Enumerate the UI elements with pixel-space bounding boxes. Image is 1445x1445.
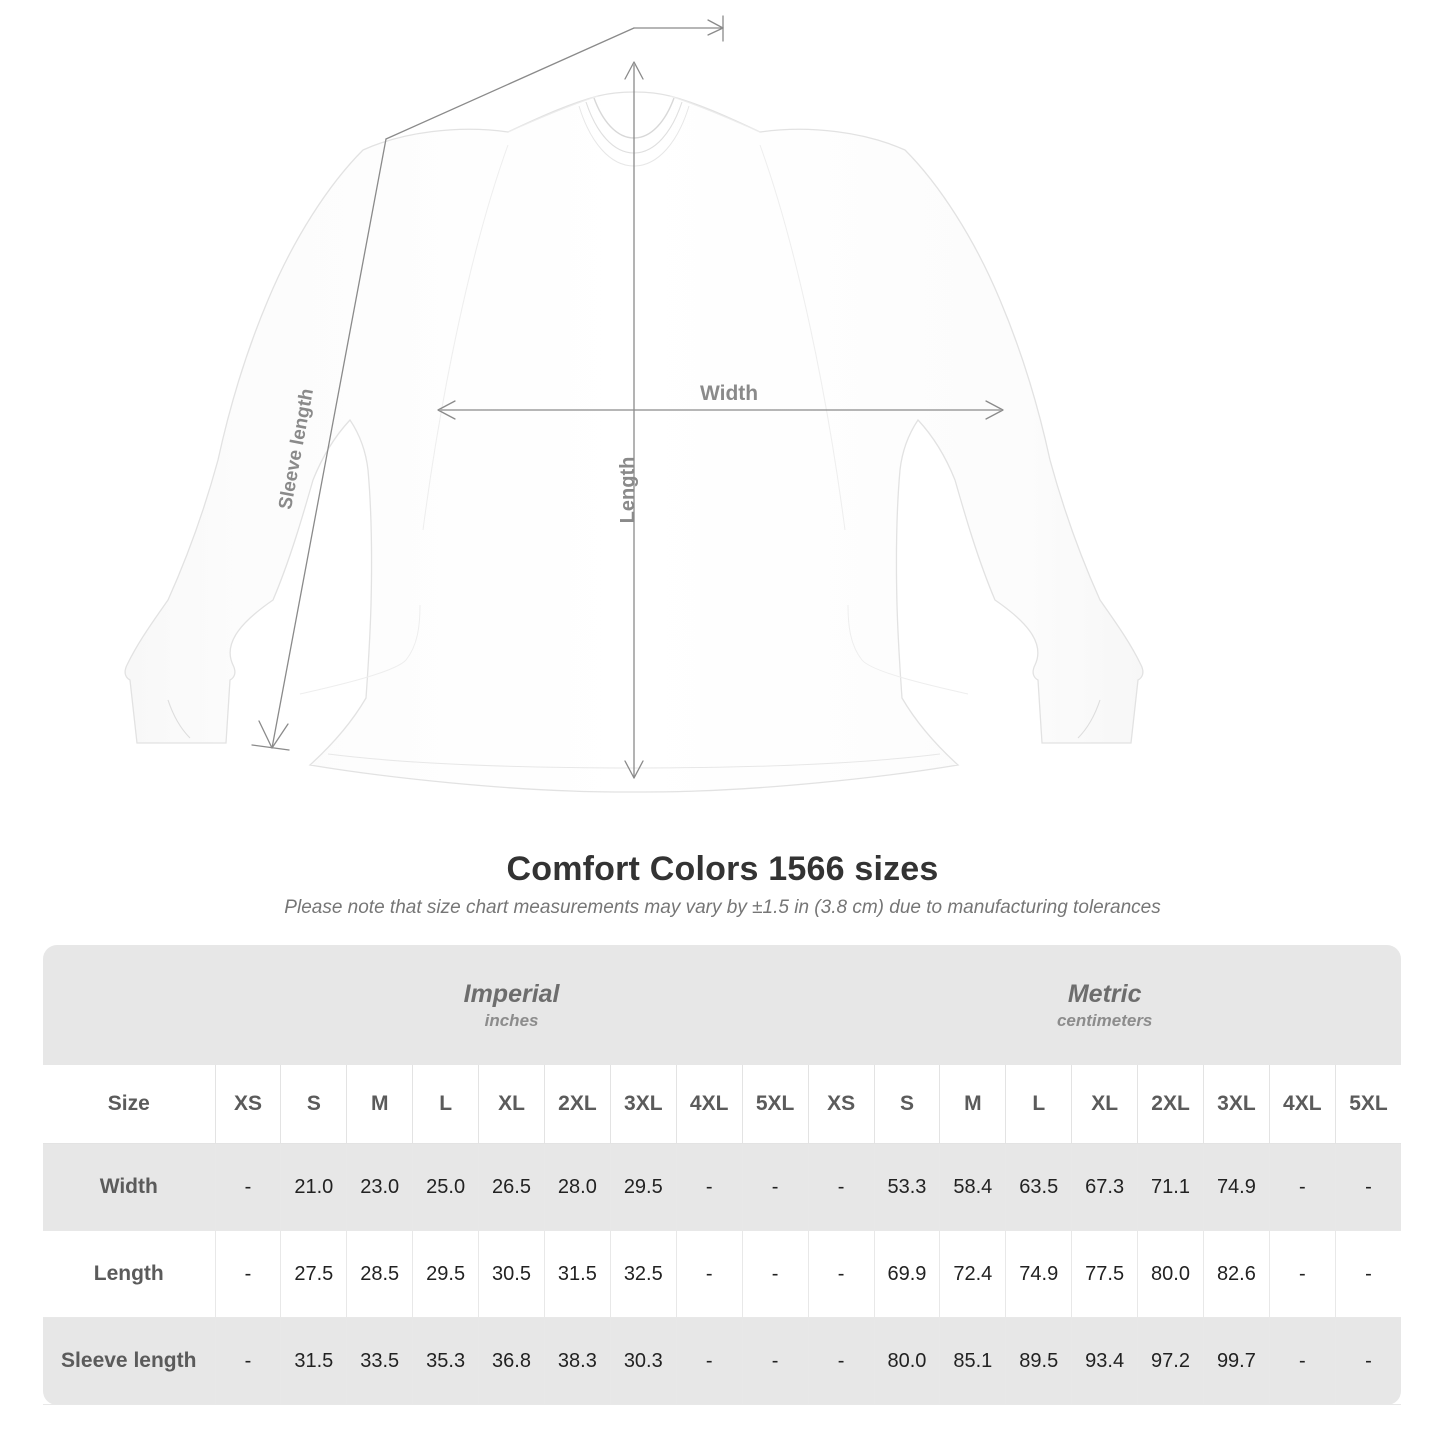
svg-text:Width: Width bbox=[700, 382, 758, 405]
svg-text:Length: Length bbox=[617, 457, 639, 524]
